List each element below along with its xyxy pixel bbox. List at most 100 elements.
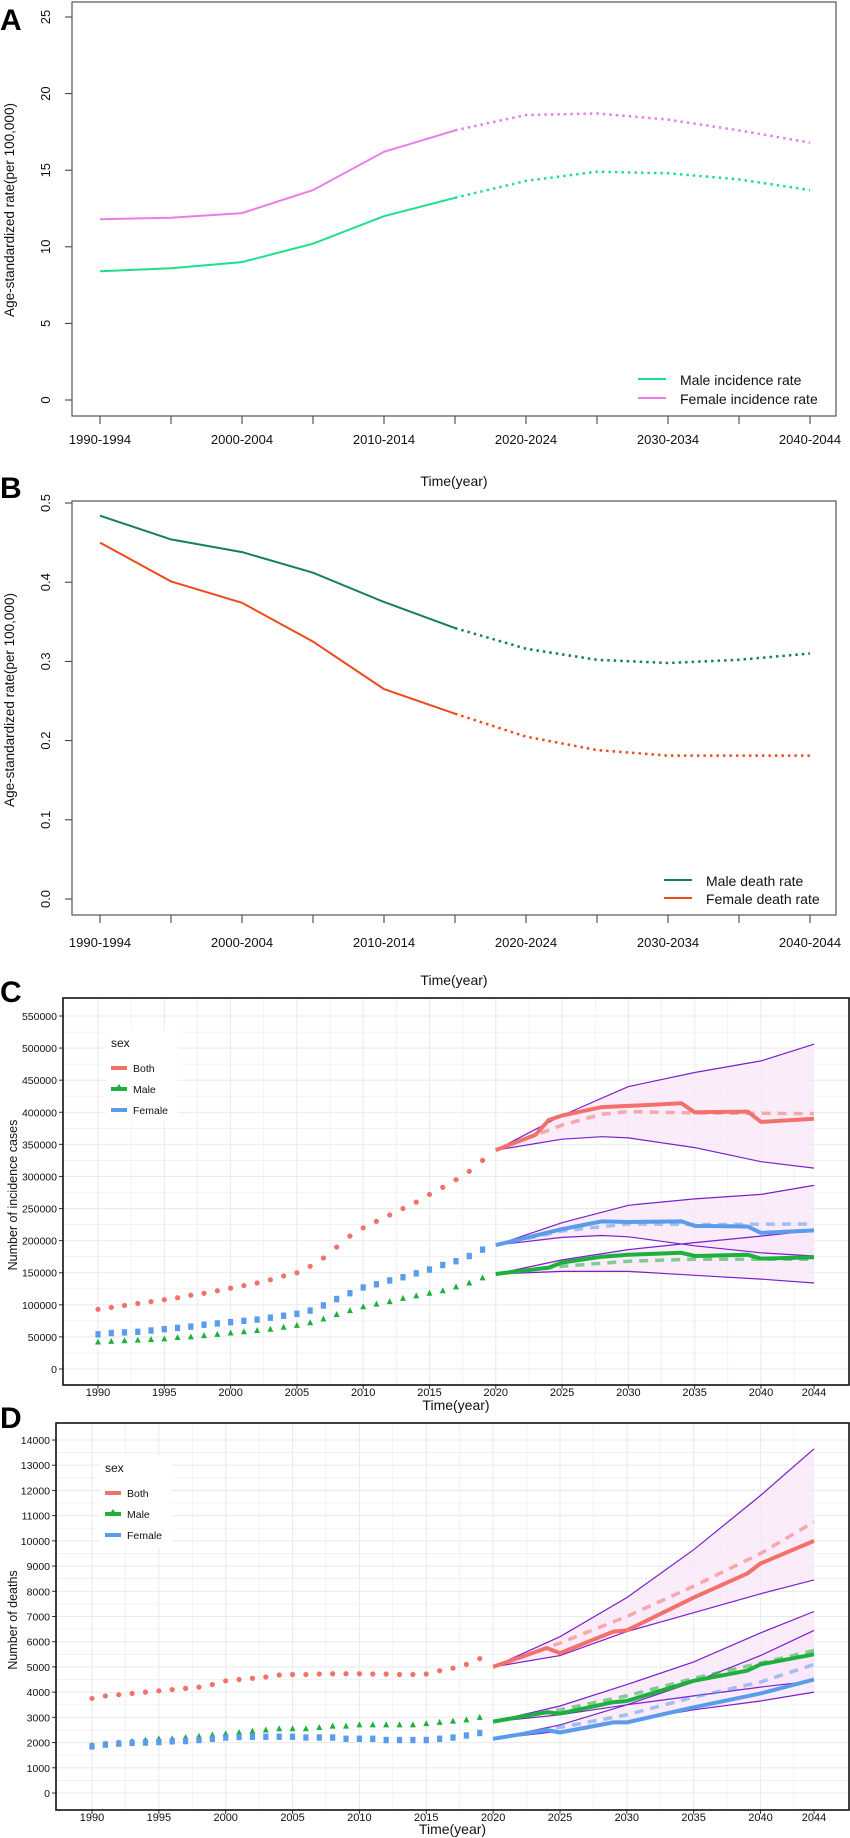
- y-tick-label: 50000: [28, 1332, 57, 1344]
- data-point: [370, 1671, 376, 1677]
- data-point: [316, 1671, 322, 1677]
- data-point: [360, 1284, 366, 1291]
- data-point: [108, 1304, 114, 1310]
- data-point: [116, 1740, 122, 1747]
- y-tick-label: 9000: [27, 1561, 51, 1573]
- x-tick-label: 2000-2004: [211, 935, 273, 950]
- projection-line: [492, 1677, 815, 1741]
- data-point: [223, 1734, 229, 1741]
- data-point: [267, 1277, 273, 1283]
- data-point: [440, 1261, 446, 1269]
- data-point: [156, 1738, 162, 1746]
- legend-title: sex: [111, 1036, 130, 1050]
- data-point: [267, 1325, 274, 1332]
- data-point: [360, 1225, 366, 1231]
- data-point: [334, 1244, 340, 1250]
- ci-upper-line: [492, 1448, 815, 1668]
- y-tick-label: 0.2: [38, 732, 53, 750]
- y-tick-label: 7000: [27, 1612, 51, 1624]
- data-point: [201, 1290, 207, 1296]
- data-point: [423, 1671, 429, 1677]
- data-point: [426, 1266, 433, 1273]
- y-tick-label: 400000: [22, 1107, 57, 1119]
- x-tick-label: 2020-2024: [495, 935, 557, 950]
- data-point: [387, 1212, 393, 1218]
- data-point: [334, 1295, 340, 1303]
- x-tick-label: 2010-2014: [353, 935, 415, 950]
- data-point: [450, 1734, 456, 1741]
- ci-upper-line: [492, 1610, 815, 1723]
- legend-label: Male: [127, 1509, 150, 1521]
- data-point: [293, 1321, 300, 1328]
- data-point: [135, 1300, 141, 1307]
- data-point: [129, 1739, 135, 1747]
- x-tick-label: 2030-2034: [637, 935, 699, 950]
- series-line-projected: [454, 626, 811, 665]
- data-point: [156, 1688, 162, 1694]
- series-line-observed: [99, 541, 456, 715]
- y-tick-label: 450000: [22, 1075, 57, 1087]
- data-point: [280, 1323, 287, 1330]
- legend-label: Female: [127, 1530, 162, 1542]
- data-point: [236, 1676, 242, 1683]
- y-tick-label: 0: [44, 1788, 50, 1800]
- x-tick-label: 2010: [351, 1387, 375, 1399]
- data-point: [161, 1326, 167, 1333]
- data-point: [400, 1205, 406, 1212]
- x-axis-label: Time(year): [420, 972, 487, 988]
- plot-border: [71, 1, 837, 417]
- x-axis-label: Time(year): [422, 1397, 489, 1413]
- data-point: [396, 1736, 403, 1744]
- x-tick-label: 1990-1994: [69, 432, 131, 447]
- data-point: [413, 1292, 420, 1299]
- data-point: [356, 1671, 363, 1677]
- data-point: [108, 1329, 114, 1337]
- x-tick-label: 2000: [213, 1812, 237, 1824]
- data-point: [134, 1336, 141, 1343]
- data-point: [196, 1736, 202, 1744]
- data-point: [174, 1295, 181, 1301]
- data-point: [161, 1335, 168, 1342]
- y-tick-label: 10000: [21, 1536, 50, 1548]
- data-point: [249, 1727, 256, 1734]
- data-point: [281, 1312, 287, 1319]
- data-point: [121, 1337, 128, 1344]
- data-point: [413, 1199, 419, 1205]
- x-tick-label: 2020: [481, 1812, 505, 1824]
- data-point: [373, 1218, 380, 1224]
- data-point: [182, 1685, 189, 1691]
- data-point: [346, 1307, 353, 1314]
- data-point: [187, 1333, 194, 1340]
- data-point: [89, 1695, 95, 1702]
- legend-label: Male death rate: [706, 873, 803, 889]
- data-point: [249, 1733, 256, 1740]
- series-line-observed: [99, 514, 456, 630]
- panel-letter: A: [0, 4, 22, 37]
- data-point: [453, 1177, 459, 1183]
- data-point: [423, 1720, 430, 1727]
- ci-upper-line: [495, 1184, 815, 1246]
- y-tick-label: 100000: [22, 1300, 57, 1312]
- data-point: [320, 1255, 327, 1261]
- data-point: [383, 1671, 389, 1677]
- data-point: [466, 1168, 472, 1174]
- x-tick-label: 1995: [147, 1812, 171, 1824]
- x-tick-label: 2005: [285, 1387, 309, 1399]
- data-point: [148, 1335, 155, 1342]
- data-point: [356, 1735, 363, 1742]
- x-tick-label: 2040-2044: [779, 432, 841, 447]
- plot-border: [55, 1422, 850, 1811]
- ci-lower-line: [493, 1680, 815, 1723]
- data-point: [289, 1725, 296, 1732]
- panel-letter: C: [0, 976, 22, 1009]
- data-point: [307, 1263, 313, 1269]
- projection-dashed-line: [495, 1257, 814, 1276]
- data-point: [437, 1668, 443, 1674]
- legend-marker: [115, 1084, 123, 1090]
- data-point: [450, 1717, 456, 1724]
- data-point: [209, 1681, 215, 1688]
- legend-label: Female death rate: [706, 891, 820, 907]
- x-tick-label: 1995: [152, 1387, 176, 1399]
- data-point: [95, 1331, 101, 1338]
